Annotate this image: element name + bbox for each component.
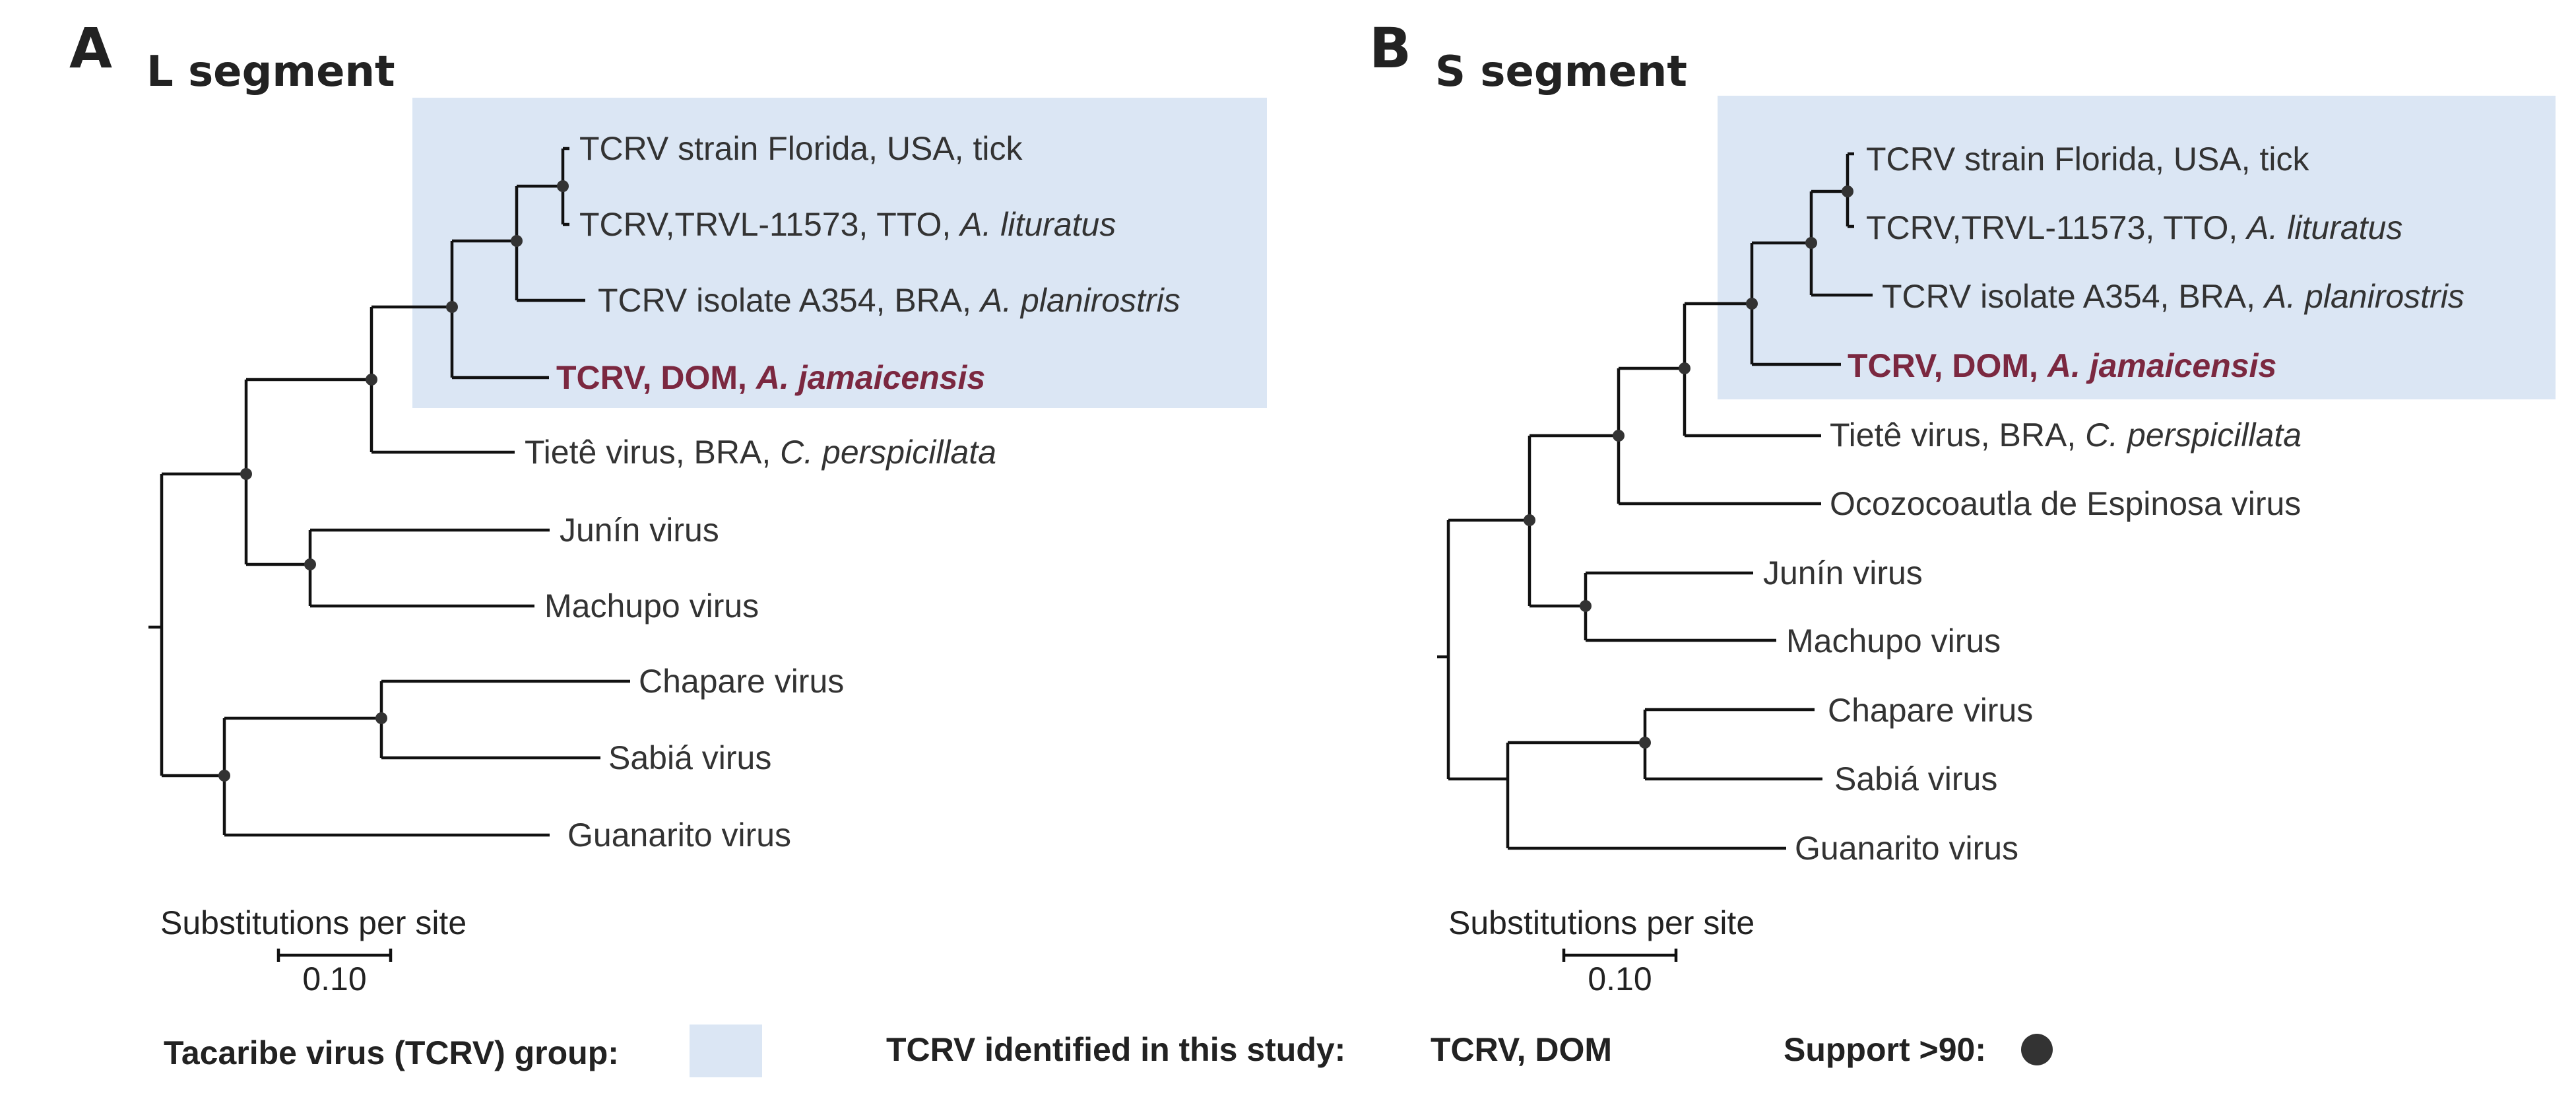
scale-bar-value: 0.10 xyxy=(302,960,366,997)
support-dots xyxy=(1524,185,1853,749)
tip-label: TCRV,TRVL-11573, TTO, A. lituratus xyxy=(579,206,1116,243)
panel-a: A L segment xyxy=(69,16,1267,997)
tip-label: Chapare virus xyxy=(1828,692,2033,729)
tip-label: Ocozocoautla de Espinosa virus xyxy=(1830,485,2301,522)
scale-bar-value: 0.10 xyxy=(1588,960,1652,997)
tip-label: Sabiá virus xyxy=(1834,760,1997,797)
tip-label: Tietê virus, BRA, C. perspicillata xyxy=(525,434,996,471)
tip-label: Machupo virus xyxy=(544,588,759,624)
scale-bar-label: Substitutions per site xyxy=(1448,904,1755,941)
tip-label: Chapare virus xyxy=(639,663,844,700)
legend: Tacaribe virus (TCRV) group: TCRV identi… xyxy=(164,1025,2053,1077)
tip-label-highlight: TCRV, DOM, A. jamaicensis xyxy=(1848,347,2276,384)
tip-label: TCRV strain Florida, USA, tick xyxy=(579,130,1023,167)
tcrv-group-box xyxy=(412,98,1267,408)
tip-label: Junín virus xyxy=(560,512,719,549)
legend-support-label: Support >90: xyxy=(1784,1031,1986,1068)
scale-bar: Substitutions per site 0.10 xyxy=(1448,904,1755,997)
legend-group-swatch xyxy=(690,1025,762,1077)
tree-branches xyxy=(1437,152,1873,850)
legend-group-label: Tacaribe virus (TCRV) group: xyxy=(164,1034,619,1071)
tip-label: TCRV strain Florida, USA, tick xyxy=(1866,141,2309,178)
panel-title: S segment xyxy=(1435,48,1687,96)
tip-labels: TCRV strain Florida, USA, tick TCRV,TRVL… xyxy=(1763,141,2464,867)
tip-label: TCRV,TRVL-11573, TTO, A. lituratus xyxy=(1866,209,2402,246)
legend-support-dot xyxy=(2021,1034,2053,1065)
tip-label: Tietê virus, BRA, C. perspicillata xyxy=(1830,417,2302,454)
tcrv-group-box xyxy=(1718,96,2556,399)
scale-bar: Substitutions per site 0.10 xyxy=(160,904,467,997)
tip-label: Sabiá virus xyxy=(608,739,771,776)
support-dots xyxy=(218,180,569,782)
legend-identified-label: TCRV identified in this study: xyxy=(886,1031,1345,1068)
tip-label-highlight: TCRV, DOM, A. jamaicensis xyxy=(556,359,985,396)
tip-label: Junín virus xyxy=(1763,554,1923,591)
panel-title: L segment xyxy=(146,48,395,96)
panel-letter: A xyxy=(69,16,112,81)
tip-labels: TCRV strain Florida, USA, tick TCRV,TRVL… xyxy=(525,130,1180,854)
tip-label: TCRV isolate A354, BRA, A. planirostris xyxy=(1882,278,2464,315)
panel-letter: B xyxy=(1369,16,1411,81)
scale-bar-label: Substitutions per site xyxy=(160,904,467,941)
legend-identified-value: TCRV, DOM xyxy=(1431,1031,1612,1068)
panel-b: B S segment xyxy=(1369,16,2556,997)
tip-label: Guanarito virus xyxy=(567,817,791,854)
tip-label: TCRV isolate A354, BRA, A. planirostris xyxy=(598,282,1180,319)
tip-label: Guanarito virus xyxy=(1795,830,2018,867)
tip-label: Machupo virus xyxy=(1786,622,2001,659)
